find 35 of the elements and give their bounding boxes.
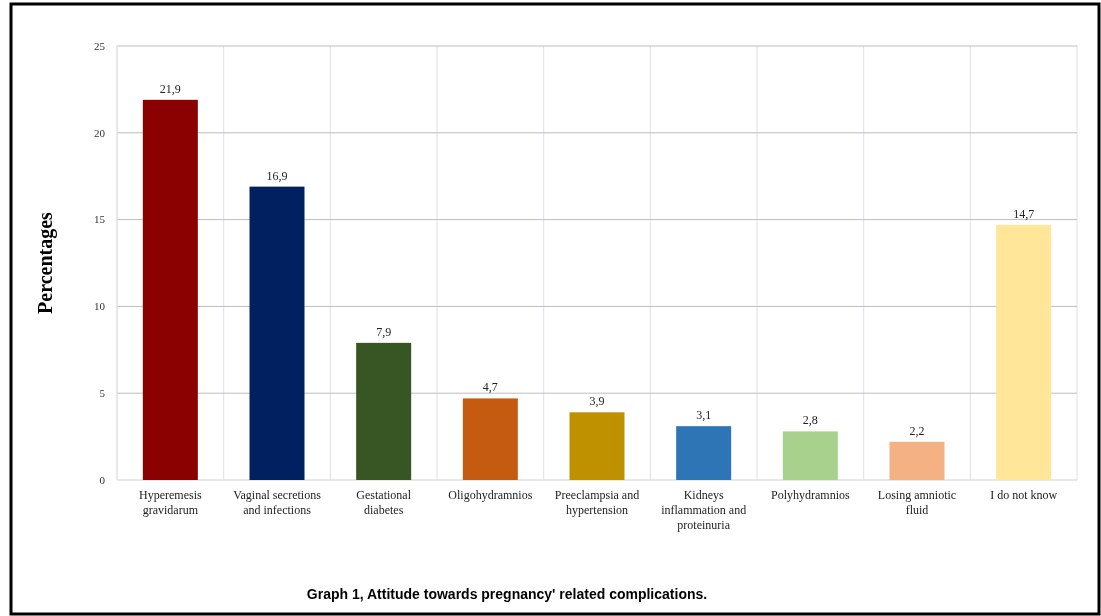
x-tick-label: Losing amniotic fluid <box>877 488 957 517</box>
data-label: 2,2 <box>909 423 925 438</box>
bar <box>676 426 732 480</box>
y-tick-label: 0 <box>99 473 106 486</box>
data-label: 4,7 <box>482 380 498 395</box>
data-label: 7,9 <box>376 324 392 339</box>
y-tick-label: 25 <box>94 39 106 52</box>
x-tick-label: Kidneys inflammation and proteinuria <box>661 488 747 532</box>
bar <box>356 342 412 480</box>
x-tick-label: Preeclampsia and hypertension <box>554 488 640 517</box>
text: Graph 1, Attitude towards pregnancy' related complications. <box>306 586 708 602</box>
bar <box>462 398 518 480</box>
x-tick-label: Hyperemesis gravidarum <box>139 488 202 517</box>
y-axis-title: Percentages <box>34 211 57 314</box>
data-label: 3,1 <box>696 408 712 423</box>
bar <box>996 224 1052 480</box>
bar <box>782 431 838 480</box>
x-tick-label: Vaginal secretions and infections <box>233 488 322 517</box>
y-tick-label: 15 <box>94 213 106 226</box>
bar <box>889 441 945 480</box>
bar <box>249 186 305 480</box>
x-tick-label: I do not know <box>990 488 1058 502</box>
data-label: 2,8 <box>802 413 818 428</box>
y-tick-label: 5 <box>99 387 106 400</box>
x-tick-label: Polyhydramnios <box>771 488 850 502</box>
data-label: 21,9 <box>159 81 181 96</box>
x-tick-label: Oligohydramnios <box>448 488 533 502</box>
bar <box>569 412 625 480</box>
y-tick-label: 10 <box>94 300 106 313</box>
y-tick-label: 20 <box>94 126 106 139</box>
data-label: 14,7 <box>1013 206 1035 221</box>
bar <box>142 99 198 480</box>
data-label: 3,9 <box>589 394 605 409</box>
x-tick-label: Gestational diabetes <box>356 488 412 517</box>
data-label: 16,9 <box>266 168 288 183</box>
